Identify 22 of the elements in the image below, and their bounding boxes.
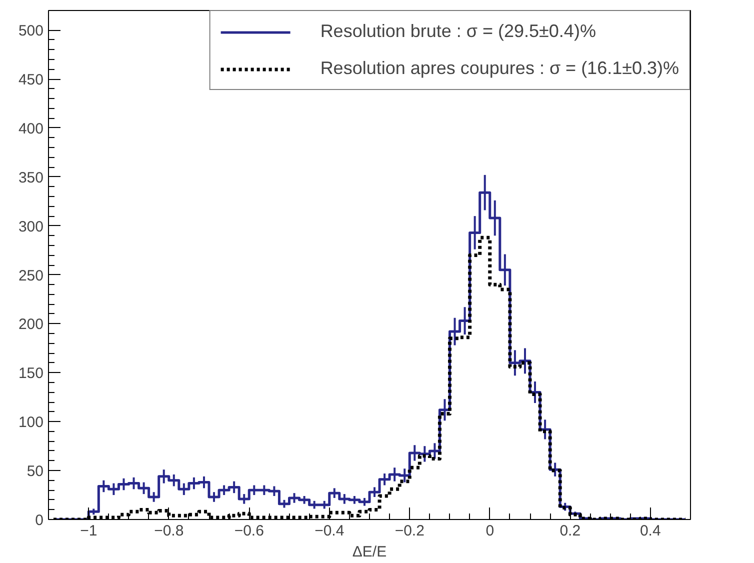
x-tick-label: −0.4 <box>314 522 344 540</box>
y-tick-label: 100 <box>18 414 44 432</box>
x-tick-label: −1 <box>80 522 98 540</box>
legend-label: Resolution brute : σ = (29.5±0.4)% <box>320 21 596 42</box>
y-tick-label: 0 <box>35 512 44 529</box>
y-tick-label: 200 <box>18 316 44 334</box>
y-tick-label: 50 <box>26 463 44 480</box>
y-tick-label: 400 <box>18 120 44 138</box>
y-tick-label: 300 <box>18 218 44 236</box>
x-tick-label: 0.2 <box>560 522 581 540</box>
y-tick-label: 350 <box>18 169 44 186</box>
x-tick-label: −0.8 <box>154 522 184 540</box>
y-tick-label: 450 <box>18 72 44 89</box>
y-tick-label: 150 <box>18 365 44 382</box>
y-tick-label: 250 <box>18 267 44 284</box>
x-axis-title: ΔE/E <box>352 544 387 560</box>
legend-label: Resolution apres coupures : σ = (16.1±0.3)% <box>320 58 679 79</box>
x-tick-label: −0.6 <box>234 522 264 540</box>
y-tick-label: 500 <box>18 22 44 40</box>
x-tick-label: 0.4 <box>640 522 661 540</box>
x-tick-label: −0.2 <box>394 522 424 540</box>
x-tick-label: 0 <box>486 522 494 540</box>
